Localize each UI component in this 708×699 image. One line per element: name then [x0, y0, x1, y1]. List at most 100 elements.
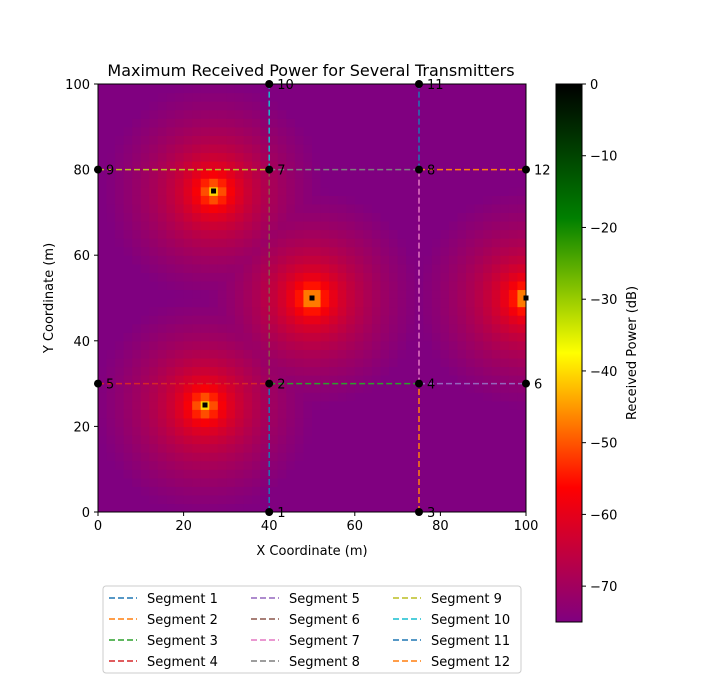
- heatmap-cell: [517, 289, 526, 299]
- heatmap-cell: [294, 383, 305, 393]
- heatmap-cell: [123, 417, 133, 427]
- heatmap-cell: [517, 383, 526, 393]
- heatmap-cell: [157, 84, 168, 94]
- heatmap-cell: [406, 135, 416, 145]
- heatmap-cell: [98, 289, 108, 299]
- heatmap-cell: [346, 486, 356, 496]
- heatmap-cell: [260, 92, 270, 102]
- heatmap-cell: [483, 392, 493, 402]
- heatmap-cell: [303, 443, 313, 453]
- heatmap-cell: [380, 443, 390, 453]
- heatmap-cell: [320, 143, 330, 154]
- heatmap-cell: [260, 169, 270, 179]
- heatmap-cell: [371, 255, 382, 265]
- heatmap-cell: [337, 152, 347, 162]
- heatmap-cell: [517, 469, 526, 479]
- heatmap-cell: [474, 169, 484, 179]
- heatmap-cell: [474, 298, 484, 308]
- heatmap-cell: [115, 169, 125, 179]
- heatmap-cell: [149, 246, 159, 256]
- heatmap-cell: [200, 272, 210, 282]
- heatmap-cell: [397, 349, 407, 359]
- heatmap-cell: [157, 332, 168, 342]
- heatmap-cell: [500, 400, 510, 410]
- heatmap-cell: [397, 118, 407, 128]
- node-label: 10: [277, 78, 294, 93]
- heatmap-cell: [303, 101, 313, 111]
- heatmap-cell: [149, 366, 159, 376]
- heatmap-cell: [243, 255, 253, 265]
- heatmap-cell: [457, 434, 467, 445]
- heatmap-cell: [115, 409, 125, 419]
- heatmap-cell: [98, 178, 108, 188]
- heatmap-cell: [346, 169, 356, 179]
- heatmap-cell: [294, 229, 305, 239]
- heatmap-cell: [517, 220, 526, 231]
- heatmap-cell: [406, 452, 416, 462]
- heatmap-cell: [346, 246, 356, 256]
- heatmap-cell: [200, 203, 210, 213]
- heatmap-cell: [243, 246, 253, 256]
- heatmap-cell: [363, 246, 373, 256]
- heatmap-cell: [517, 409, 526, 419]
- heatmap-cell: [140, 109, 150, 119]
- heatmap-cell: [517, 452, 526, 462]
- heatmap-cell: [149, 238, 159, 248]
- heatmap-cell: [389, 126, 399, 136]
- heatmap-cell: [380, 469, 390, 479]
- heatmap-cell: [431, 315, 441, 325]
- heatmap-cell: [157, 101, 168, 111]
- heatmap-cell: [132, 426, 142, 436]
- heatmap-cell: [217, 161, 227, 171]
- heatmap-cell: [431, 92, 441, 102]
- heatmap-cell: [192, 263, 202, 273]
- heatmap-cell: [115, 272, 125, 282]
- heatmap-cell: [123, 118, 133, 128]
- heatmap-cell: [115, 392, 125, 402]
- heatmap-cell: [294, 272, 305, 282]
- heatmap-cell: [491, 109, 501, 119]
- heatmap-cell: [98, 332, 108, 342]
- heatmap-cell: [457, 118, 467, 128]
- heatmap-cell: [209, 383, 219, 393]
- heatmap-cell: [389, 392, 399, 402]
- heatmap-cell: [140, 443, 150, 453]
- heatmap-cell: [457, 212, 467, 222]
- heatmap-cell: [457, 178, 467, 188]
- heatmap-cell: [380, 152, 390, 162]
- heatmap-cell: [294, 460, 305, 470]
- heatmap-cell: [252, 340, 262, 350]
- heatmap-cell: [243, 332, 253, 342]
- heatmap-cell: [106, 443, 116, 453]
- heatmap-cell: [149, 272, 159, 282]
- heatmap-cell: [329, 152, 339, 162]
- heatmap-cell: [115, 426, 125, 436]
- heatmap-cell: [269, 494, 279, 505]
- heatmap-cell: [252, 186, 262, 196]
- heatmap-cell: [371, 460, 382, 470]
- heatmap-cell: [440, 186, 450, 196]
- heatmap-cell: [234, 212, 245, 222]
- heatmap-cell: [457, 392, 467, 402]
- heatmap-cell: [157, 477, 168, 487]
- heatmap-cell: [260, 280, 270, 291]
- heatmap-cell: [337, 426, 347, 436]
- heatmap-cell: [466, 238, 476, 248]
- heatmap-cell: [508, 280, 519, 291]
- heatmap-cell: [406, 434, 416, 445]
- heatmap-cell: [380, 92, 390, 102]
- heatmap-cell: [380, 349, 390, 359]
- heatmap-cell: [166, 357, 176, 368]
- heatmap-cell: [491, 126, 501, 136]
- heatmap-cell: [448, 92, 459, 102]
- heatmap-cell: [149, 494, 159, 505]
- heatmap-cell: [346, 255, 356, 265]
- heatmap-cell: [500, 272, 510, 282]
- heatmap-cell: [474, 306, 484, 316]
- heatmap-cell: [500, 246, 510, 256]
- heatmap-cell: [508, 178, 519, 188]
- heatmap-cell: [431, 255, 441, 265]
- heatmap-cell: [397, 229, 407, 239]
- heatmap-cell: [200, 143, 210, 154]
- heatmap-cell: [166, 469, 176, 479]
